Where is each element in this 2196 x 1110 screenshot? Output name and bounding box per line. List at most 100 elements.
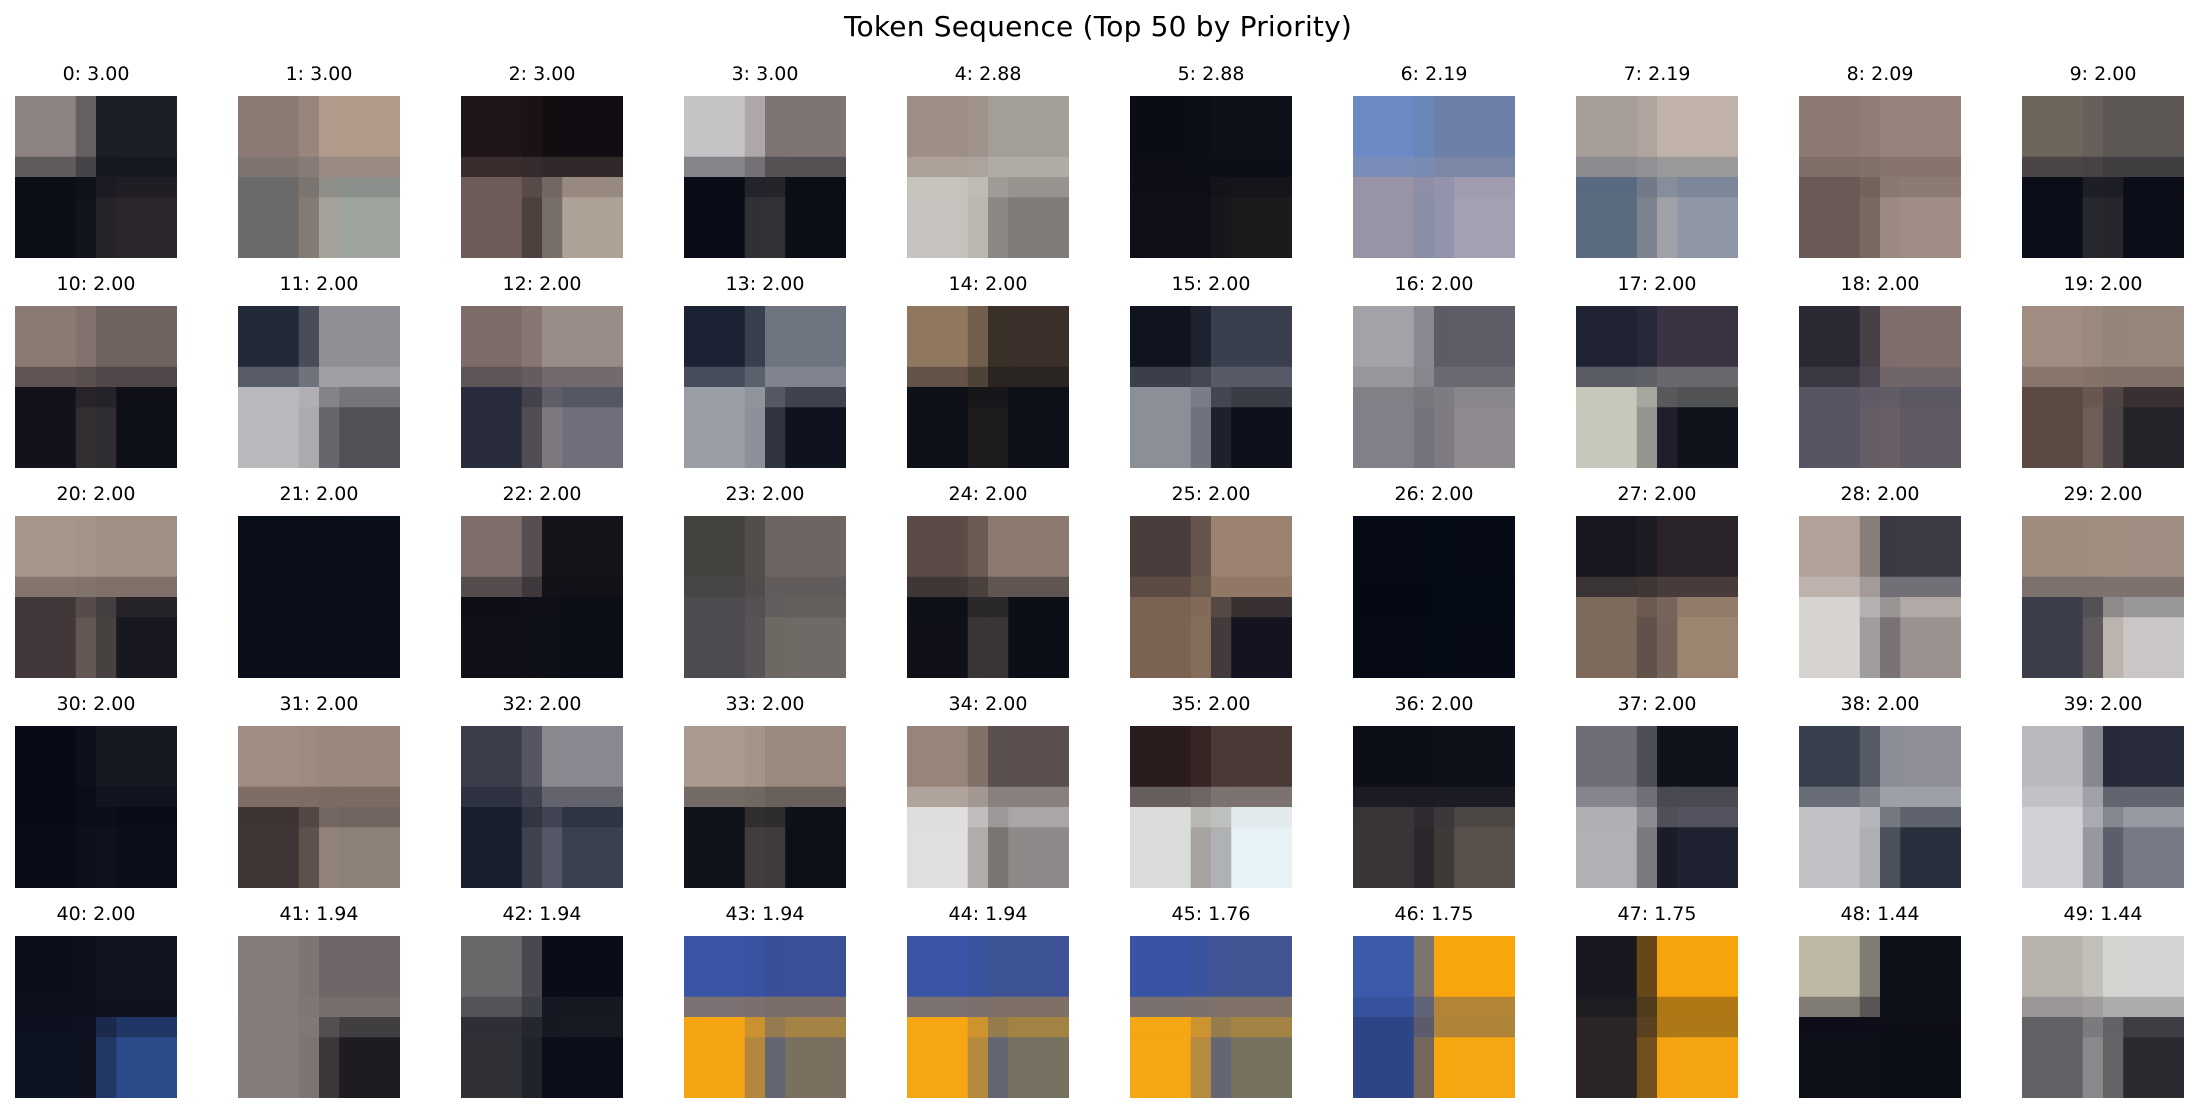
token-cell: 11: 2.00 xyxy=(238,272,400,468)
token-patch-image xyxy=(15,306,177,468)
token-label: 47: 1.75 xyxy=(1617,903,1697,925)
token-label: 37: 2.00 xyxy=(1617,693,1697,715)
token-cell: 13: 2.00 xyxy=(684,272,846,468)
token-label: 40: 2.00 xyxy=(56,903,136,925)
token-label: 7: 2.19 xyxy=(1623,63,1691,85)
token-patch-image xyxy=(1130,96,1292,258)
token-patch-image xyxy=(1130,516,1292,678)
token-cell: 45: 1.76 xyxy=(1130,902,1292,1098)
token-cell: 3: 3.00 xyxy=(684,62,846,258)
token-cell: 19: 2.00 xyxy=(2022,272,2184,468)
token-cell: 37: 2.00 xyxy=(1576,692,1738,888)
figure-title: Token Sequence (Top 50 by Priority) xyxy=(843,10,1352,43)
token-cell: 34: 2.00 xyxy=(907,692,1069,888)
token-label: 31: 2.00 xyxy=(279,693,359,715)
token-patch-image xyxy=(461,726,623,888)
token-cell: 21: 2.00 xyxy=(238,482,400,678)
token-cell: 23: 2.00 xyxy=(684,482,846,678)
token-label: 5: 2.88 xyxy=(1177,63,1245,85)
token-patch-image xyxy=(1799,516,1961,678)
token-patch-image xyxy=(907,516,1069,678)
token-label: 1: 3.00 xyxy=(285,63,353,85)
token-label: 27: 2.00 xyxy=(1617,483,1697,505)
token-patch-image xyxy=(684,306,846,468)
token-patch-image xyxy=(1799,726,1961,888)
token-label: 2: 3.00 xyxy=(508,63,576,85)
token-cell: 9: 2.00 xyxy=(2022,62,2184,258)
token-label: 15: 2.00 xyxy=(1171,273,1251,295)
token-cell: 25: 2.00 xyxy=(1130,482,1292,678)
token-cell: 18: 2.00 xyxy=(1799,272,1961,468)
token-patch-image xyxy=(1576,96,1738,258)
token-label: 30: 2.00 xyxy=(56,693,136,715)
token-label: 41: 1.94 xyxy=(279,903,359,925)
token-label: 35: 2.00 xyxy=(1171,693,1251,715)
token-cell: 0: 3.00 xyxy=(15,62,177,258)
token-label: 8: 2.09 xyxy=(1846,63,1914,85)
token-label: 42: 1.94 xyxy=(502,903,582,925)
token-cell: 40: 2.00 xyxy=(15,902,177,1098)
token-patch-image xyxy=(1576,516,1738,678)
token-patch-image xyxy=(1576,936,1738,1098)
token-cell: 42: 1.94 xyxy=(461,902,623,1098)
token-label: 22: 2.00 xyxy=(502,483,582,505)
token-patch-image xyxy=(684,726,846,888)
token-patch-image xyxy=(15,516,177,678)
token-patch-image xyxy=(684,516,846,678)
token-cell: 10: 2.00 xyxy=(15,272,177,468)
token-label: 45: 1.76 xyxy=(1171,903,1251,925)
token-label: 10: 2.00 xyxy=(56,273,136,295)
token-patch-image xyxy=(1130,936,1292,1098)
token-patch-image xyxy=(1576,726,1738,888)
token-cell: 5: 2.88 xyxy=(1130,62,1292,258)
token-patch-image xyxy=(907,306,1069,468)
token-patch-image xyxy=(684,96,846,258)
token-label: 49: 1.44 xyxy=(2063,903,2143,925)
token-patch-image xyxy=(2022,306,2184,468)
token-label: 13: 2.00 xyxy=(725,273,805,295)
token-cell: 4: 2.88 xyxy=(907,62,1069,258)
token-patch-image xyxy=(1353,306,1515,468)
token-patch-image xyxy=(2022,96,2184,258)
token-cell: 14: 2.00 xyxy=(907,272,1069,468)
token-patch-image xyxy=(15,726,177,888)
token-patch-image xyxy=(15,936,177,1098)
token-cell: 15: 2.00 xyxy=(1130,272,1292,468)
token-label: 36: 2.00 xyxy=(1394,693,1474,715)
token-cell: 32: 2.00 xyxy=(461,692,623,888)
token-patch-image xyxy=(461,936,623,1098)
token-patch-image xyxy=(15,96,177,258)
token-label: 46: 1.75 xyxy=(1394,903,1474,925)
token-cell: 28: 2.00 xyxy=(1799,482,1961,678)
token-patch-image xyxy=(1799,96,1961,258)
token-label: 0: 3.00 xyxy=(62,63,130,85)
token-label: 25: 2.00 xyxy=(1171,483,1251,505)
token-patch-image xyxy=(238,726,400,888)
token-patch-image xyxy=(1353,96,1515,258)
token-cell: 2: 3.00 xyxy=(461,62,623,258)
token-patch-image xyxy=(238,936,400,1098)
token-patch-image xyxy=(1353,516,1515,678)
token-label: 33: 2.00 xyxy=(725,693,805,715)
token-patch-image xyxy=(238,96,400,258)
token-patch-image xyxy=(2022,936,2184,1098)
token-label: 26: 2.00 xyxy=(1394,483,1474,505)
token-label: 9: 2.00 xyxy=(2069,63,2137,85)
token-cell: 8: 2.09 xyxy=(1799,62,1961,258)
token-cell: 43: 1.94 xyxy=(684,902,846,1098)
token-patch-image xyxy=(461,306,623,468)
token-label: 29: 2.00 xyxy=(2063,483,2143,505)
token-label: 17: 2.00 xyxy=(1617,273,1697,295)
token-label: 34: 2.00 xyxy=(948,693,1028,715)
token-patch-image xyxy=(1130,726,1292,888)
token-cell: 39: 2.00 xyxy=(2022,692,2184,888)
token-cell: 1: 3.00 xyxy=(238,62,400,258)
token-cell: 46: 1.75 xyxy=(1353,902,1515,1098)
token-cell: 12: 2.00 xyxy=(461,272,623,468)
token-patch-image xyxy=(684,936,846,1098)
token-cell: 6: 2.19 xyxy=(1353,62,1515,258)
token-cell: 20: 2.00 xyxy=(15,482,177,678)
token-cell: 47: 1.75 xyxy=(1576,902,1738,1098)
token-cell: 26: 2.00 xyxy=(1353,482,1515,678)
